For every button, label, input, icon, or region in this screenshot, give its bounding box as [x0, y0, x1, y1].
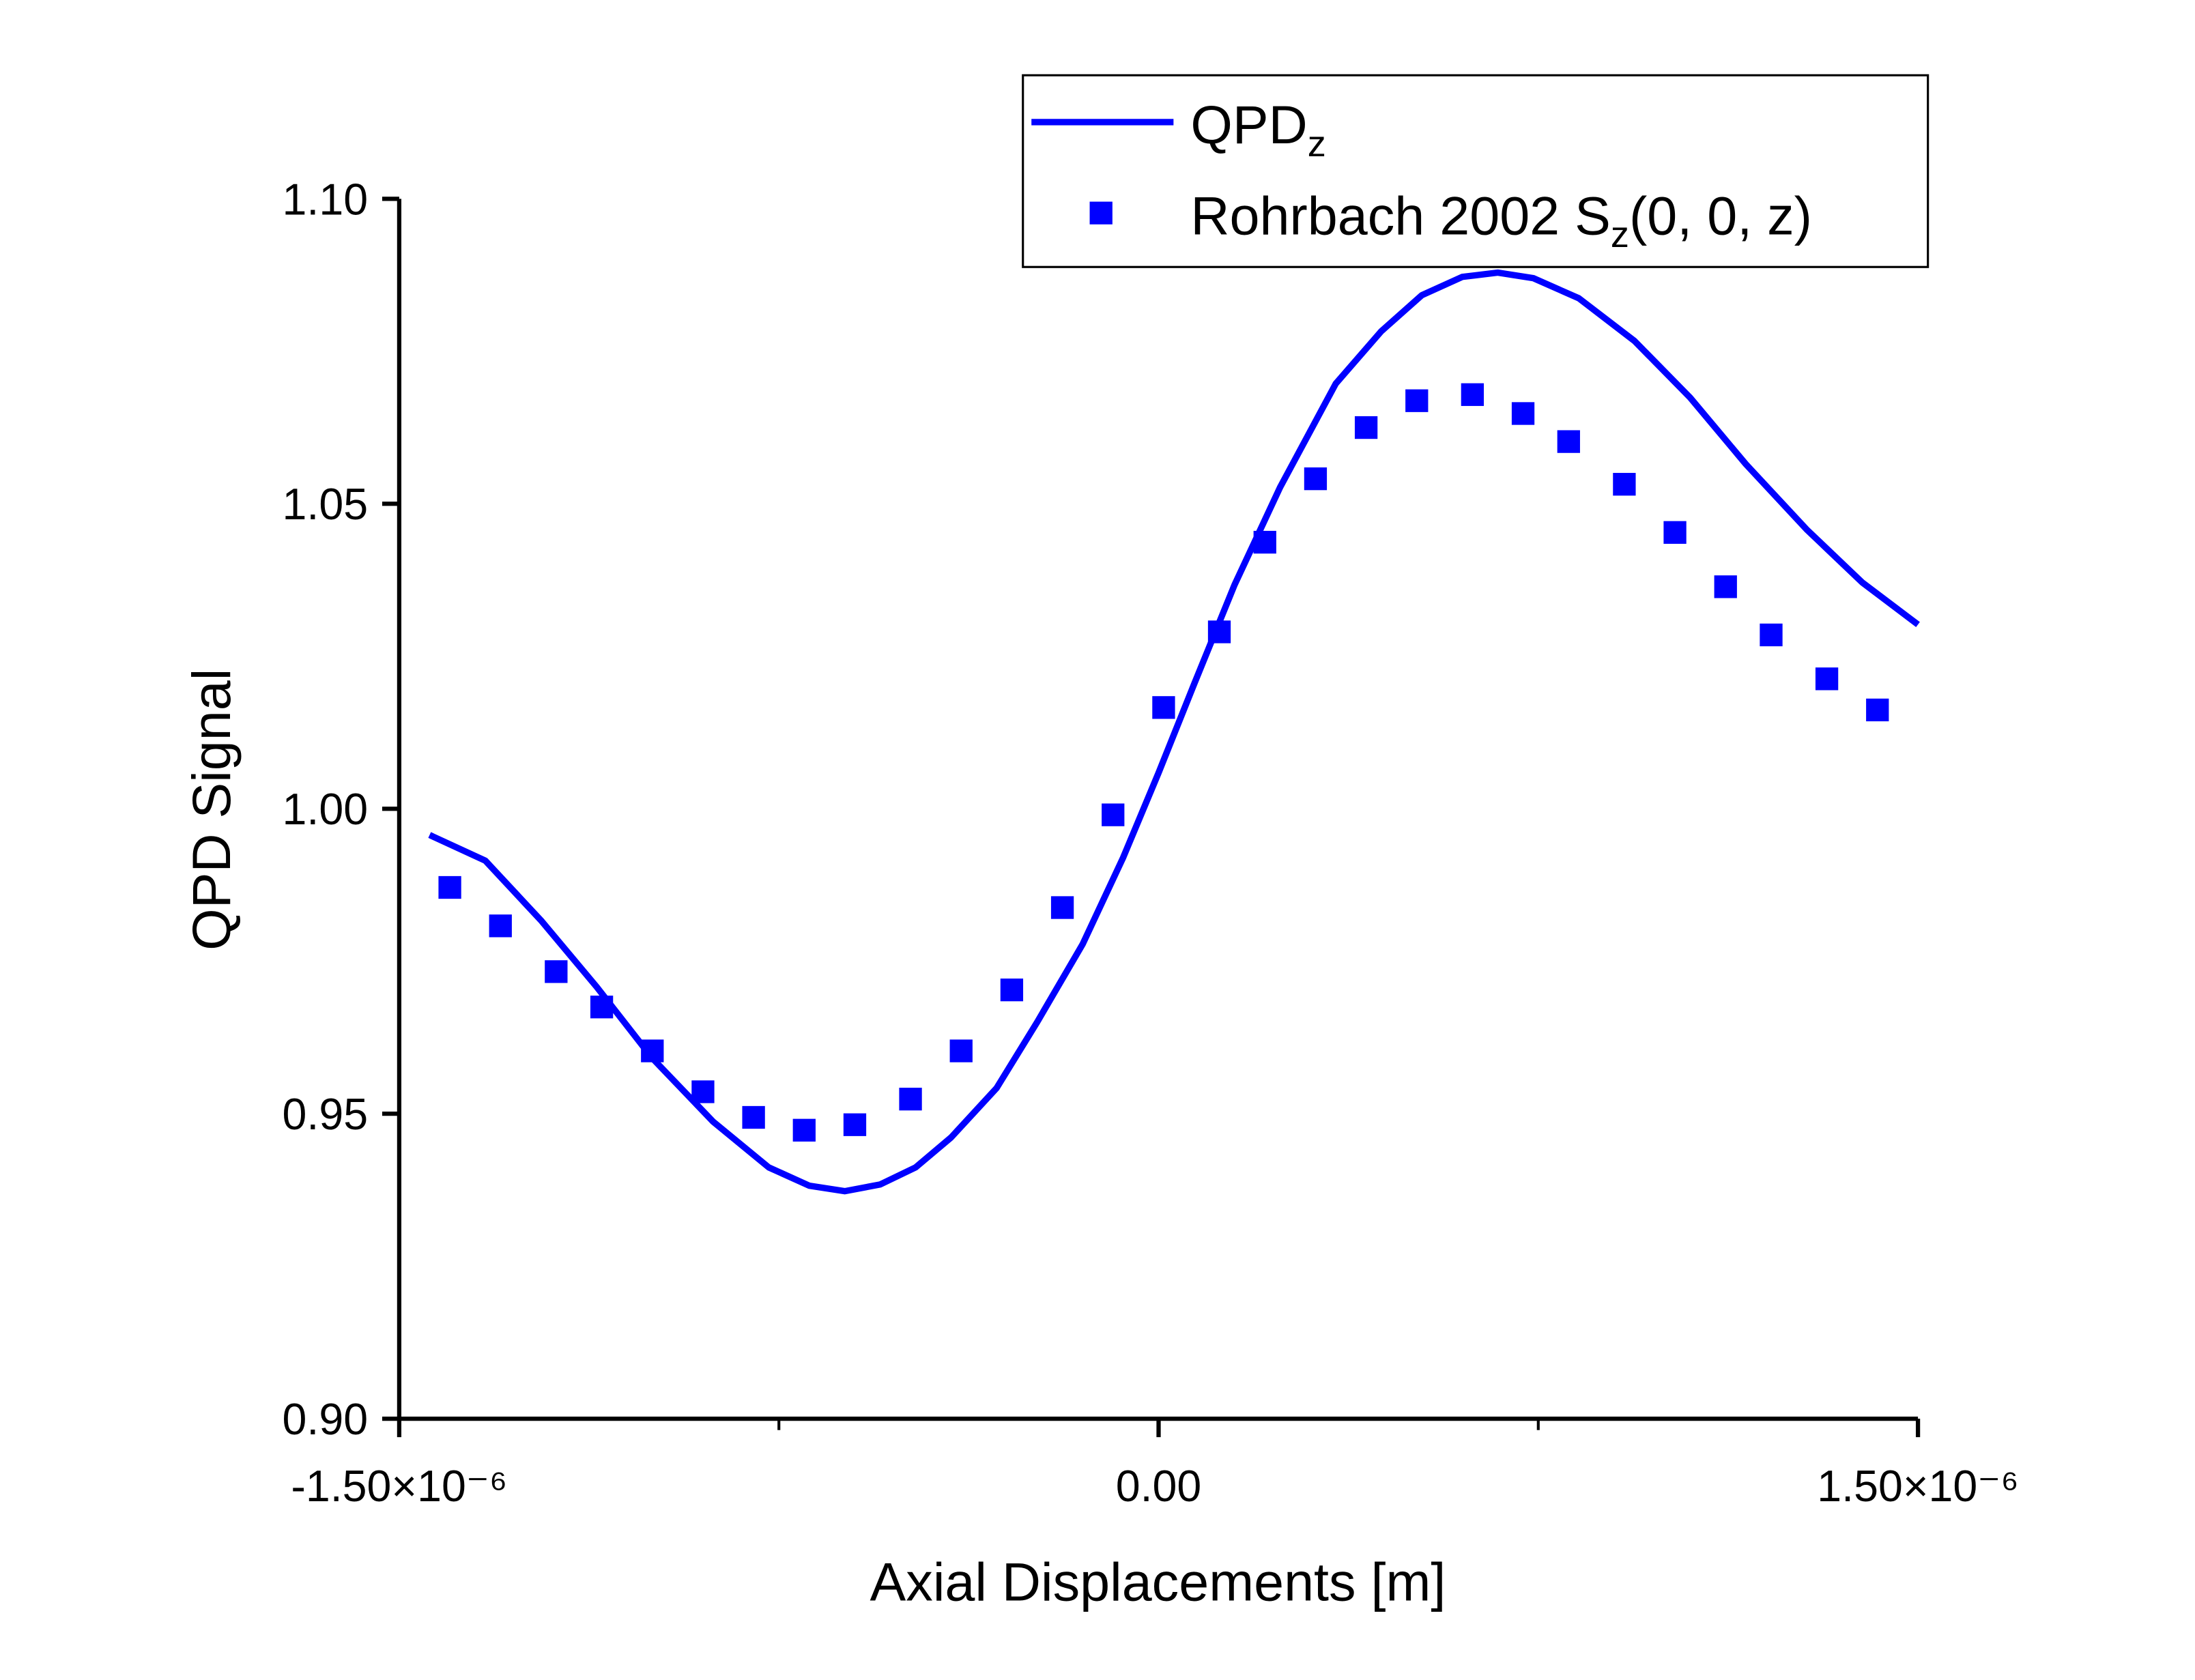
data-point	[1152, 696, 1175, 719]
data-point	[949, 1039, 973, 1062]
data-point	[1557, 430, 1580, 453]
data-point	[792, 1118, 816, 1142]
data-point	[545, 960, 568, 983]
x-tick-label: -1.50×10⁻⁶	[291, 1462, 507, 1511]
x-tick-label: 1.50×10⁻⁶	[1817, 1462, 2019, 1511]
data-point	[843, 1113, 867, 1136]
data-point	[899, 1088, 922, 1111]
y-tick-label: 1.00	[283, 785, 369, 834]
y-tick-label: 0.95	[283, 1090, 369, 1139]
data-point	[1000, 979, 1024, 1002]
x-tick-label: 0.00	[1116, 1462, 1202, 1511]
legend-label-part: z	[1308, 124, 1326, 164]
data-point	[742, 1105, 765, 1129]
data-point	[1207, 620, 1231, 643]
legend-label: Rohrbach 2002 Sz(0, 0, z)	[1190, 185, 1812, 255]
y-axis-title: QPD Signal	[181, 669, 242, 951]
data-point	[1714, 575, 1737, 598]
legend-box	[1022, 74, 1929, 268]
y-tick-label: 1.10	[283, 175, 369, 224]
data-point	[1102, 803, 1125, 826]
x-axis-title: Axial Displacements [m]	[870, 1551, 1446, 1612]
legend-label-part: Rohrbach 2002 S	[1190, 185, 1611, 246]
data-point	[590, 996, 614, 1019]
legend-label-part: QPD	[1190, 94, 1307, 155]
data-line	[428, 269, 1920, 1195]
data-point	[438, 875, 461, 899]
data-point	[691, 1080, 715, 1103]
data-point	[1050, 896, 1074, 919]
data-point	[1354, 416, 1378, 439]
legend-label-part: z	[1611, 214, 1629, 255]
legend-label-part: (0, 0, z)	[1629, 185, 1812, 246]
data-point	[1866, 698, 1889, 722]
legend-label: QPDz	[1190, 94, 1325, 164]
data-point	[1461, 383, 1484, 406]
data-point	[1511, 402, 1535, 425]
data-point	[1253, 530, 1276, 554]
data-point	[1304, 467, 1328, 491]
data-point	[1760, 623, 1783, 647]
data-point	[489, 914, 512, 938]
legend-swatch	[1089, 201, 1113, 225]
data-point	[1613, 473, 1636, 496]
y-tick-label: 0.90	[283, 1395, 369, 1444]
data-point	[1663, 521, 1687, 544]
y-tick-label: 1.05	[283, 480, 369, 529]
data-point	[1815, 667, 1839, 691]
data-point	[1405, 389, 1429, 412]
data-point	[641, 1039, 664, 1062]
